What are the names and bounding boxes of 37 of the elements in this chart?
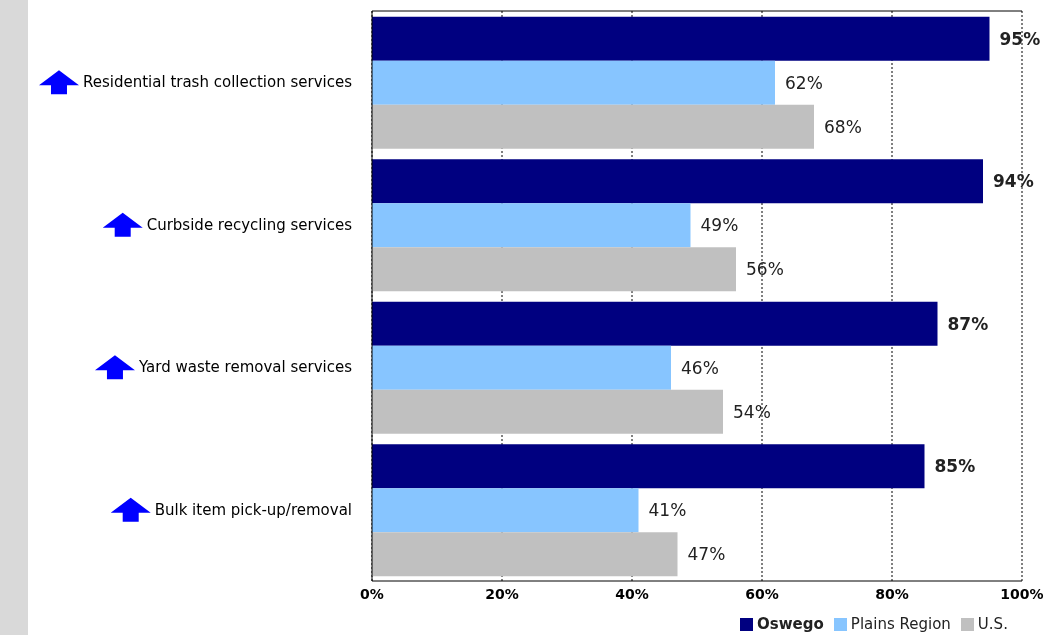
bar [372,60,775,105]
bar [372,532,678,577]
bar [372,159,983,204]
bar [372,301,938,346]
bar [372,444,925,489]
x-tick-label: 100% [1000,585,1044,602]
data-label: 95% [999,28,1041,49]
bar [372,104,814,149]
data-label: 46% [681,357,719,378]
y-tick-label: Residential trash collection services [82,73,353,92]
legend-label: Oswego [757,615,824,633]
data-label: 68% [824,116,862,137]
data-label: 54% [733,401,771,422]
x-tick-label: 0% [360,585,384,602]
bar [372,16,990,61]
bar [372,203,691,248]
x-tick-label: 60% [745,585,779,602]
bar [372,247,736,292]
legend-label: U.S. [977,615,1008,633]
data-label: 62% [785,72,823,93]
bar [372,345,671,390]
data-label: 94% [993,171,1034,192]
data-label: 41% [648,500,687,521]
x-tick-label: 80% [875,585,909,602]
data-label: 47% [687,544,726,565]
data-label: 56% [746,259,784,280]
x-tick-label: 20% [485,585,519,602]
y-tick-label: Curbside recycling services [146,215,353,234]
data-label: 87% [947,313,989,334]
bar [372,488,639,533]
legend-label: Plains Region [850,615,951,633]
x-tick-label: 40% [615,585,649,602]
data-label: 85% [934,456,976,477]
data-label: 49% [700,215,739,236]
bar [372,389,723,434]
y-tick-label: Yard waste removal services [137,358,353,377]
y-tick-label: Bulk item pick-up/removal [154,500,352,519]
